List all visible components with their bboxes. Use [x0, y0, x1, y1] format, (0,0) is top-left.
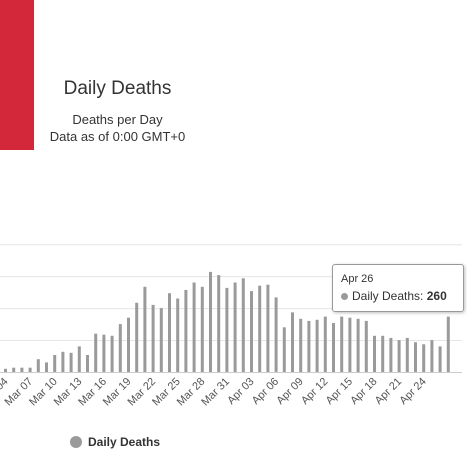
bar[interactable] [340, 316, 344, 372]
bar[interactable] [61, 351, 65, 372]
bar[interactable] [323, 316, 327, 372]
bar[interactable] [36, 359, 40, 372]
bar[interactable] [414, 342, 417, 372]
bar[interactable] [94, 333, 98, 372]
bar[interactable] [86, 355, 89, 372]
bar[interactable] [45, 362, 48, 372]
bar[interactable] [4, 368, 7, 372]
chart-subtitle-2: Data as of 0:00 GMT+0 [49, 129, 186, 144]
bar[interactable] [438, 346, 442, 372]
x-tick-label: Apr 21 [373, 376, 404, 407]
x-tick-label: Apr 06 [250, 376, 281, 407]
bar[interactable] [389, 337, 393, 372]
x-tick-label: Apr 12 [299, 376, 330, 407]
bar[interactable] [102, 334, 106, 372]
bar[interactable] [200, 286, 204, 372]
bar[interactable] [250, 291, 253, 372]
chart-title: Daily Deaths [63, 78, 172, 99]
bar[interactable] [12, 367, 16, 372]
bar[interactable] [20, 367, 24, 372]
bar[interactable] [168, 293, 171, 372]
bar[interactable] [446, 316, 450, 372]
bar[interactable] [127, 317, 130, 372]
bar[interactable] [241, 278, 245, 372]
bar[interactable] [422, 344, 426, 372]
chart-tooltip: Apr 26 Daily Deaths: 260 [332, 264, 464, 312]
bar[interactable] [209, 271, 212, 372]
bar[interactable] [315, 319, 319, 372]
bar[interactable] [135, 302, 139, 372]
bar[interactable] [364, 320, 368, 372]
bar[interactable] [192, 282, 196, 373]
tooltip-date: Apr 26 [341, 273, 374, 285]
bar[interactable] [282, 327, 286, 372]
tooltip-series-dot [341, 293, 348, 300]
x-tick-label: Mar 31 [199, 376, 232, 409]
bar[interactable] [348, 317, 352, 372]
bar[interactable] [159, 308, 163, 372]
bar[interactable] [299, 318, 303, 373]
bar[interactable] [176, 298, 180, 373]
legend-label: Daily Deaths [88, 434, 161, 449]
bar[interactable] [28, 367, 32, 372]
bar[interactable] [307, 320, 311, 372]
tooltip-label: Daily Deaths: [352, 289, 424, 303]
bar[interactable] [53, 355, 57, 372]
bar[interactable] [397, 340, 401, 372]
x-tick-label: Apr 09 [274, 376, 305, 407]
x-tick-label: Apr 18 [348, 376, 379, 407]
bar[interactable] [184, 290, 188, 372]
bar[interactable] [217, 275, 221, 372]
bar[interactable] [143, 286, 147, 372]
accent-bar [0, 0, 34, 150]
chart-subtitle-1: Deaths per Day [72, 112, 163, 127]
bar[interactable] [373, 335, 376, 372]
bar[interactable] [110, 335, 114, 372]
bar[interactable] [274, 297, 278, 372]
bar[interactable] [291, 312, 294, 372]
bar[interactable] [69, 352, 73, 372]
x-tick-label: Apr 24 [397, 376, 428, 407]
bar[interactable] [77, 346, 81, 372]
x-tick-label: Apr 15 [324, 376, 355, 407]
legend-dot [70, 435, 82, 448]
bar[interactable] [405, 337, 409, 372]
bar[interactable] [381, 335, 385, 372]
bar[interactable] [266, 284, 270, 372]
bar[interactable] [118, 324, 122, 372]
legend-item-daily-deaths[interactable]: Daily Deaths [70, 434, 160, 449]
bar[interactable] [151, 304, 155, 372]
tooltip-value: 260 [426, 289, 447, 303]
tooltip-row: Daily Deaths: 260 [341, 289, 447, 303]
bar[interactable] [332, 323, 335, 372]
x-tick-label: Apr 03 [225, 376, 256, 407]
bar[interactable] [225, 287, 229, 372]
bar[interactable] [356, 318, 360, 373]
bar[interactable] [258, 285, 262, 372]
bar[interactable] [430, 340, 434, 372]
bar[interactable] [233, 282, 237, 373]
